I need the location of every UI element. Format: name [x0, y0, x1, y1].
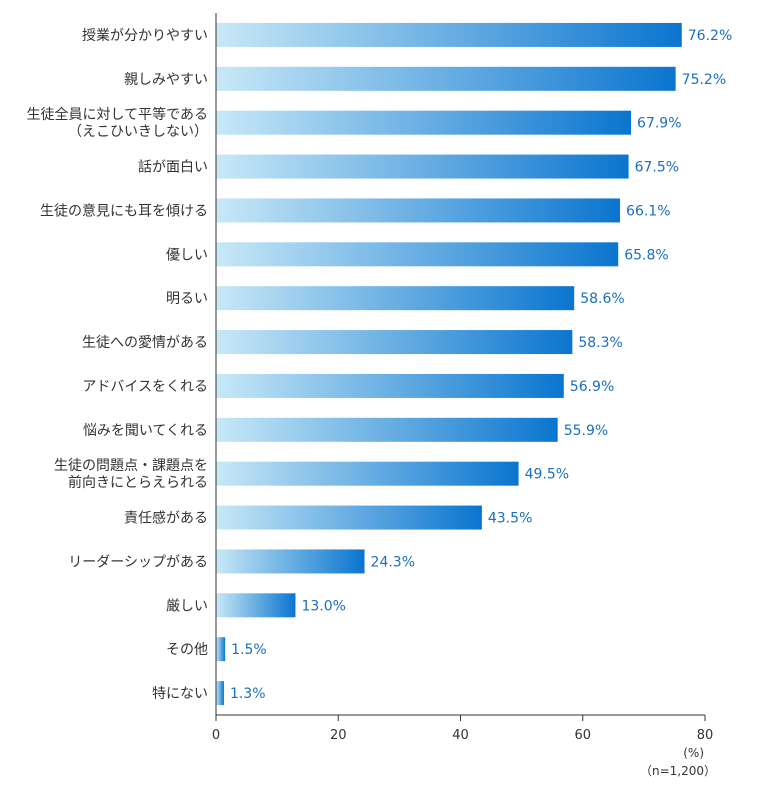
- bar: [216, 22, 682, 47]
- bar: [216, 417, 558, 442]
- category-label: 厳しい: [166, 598, 208, 614]
- category-label: 優しい: [166, 247, 208, 263]
- value-label: 65.8%: [624, 247, 668, 263]
- value-label: 1.3%: [230, 686, 266, 702]
- x-tick-label: 60: [574, 728, 591, 743]
- sample-size-label: （n=1,200）: [640, 764, 716, 778]
- category-label: 話が面白い: [138, 159, 208, 176]
- category-label: その他: [166, 642, 208, 658]
- category-label: 生徒への愛情がある: [82, 335, 208, 351]
- value-label: 67.9%: [637, 116, 681, 132]
- category-label: 生徒全員に対して平等である: [27, 106, 208, 123]
- category-label: 明るい: [166, 291, 208, 307]
- value-label: 13.0%: [301, 598, 345, 614]
- value-label: 56.9%: [570, 379, 614, 395]
- value-label: 55.9%: [564, 423, 608, 439]
- value-label: 75.2%: [682, 72, 726, 88]
- category-label: 親しみやすい: [124, 72, 208, 88]
- value-label: 49.5%: [525, 467, 569, 483]
- bar: [216, 110, 632, 135]
- bar: [216, 461, 519, 486]
- x-tick-label: 20: [330, 728, 347, 743]
- category-label: 生徒の問題点・課題点を: [54, 458, 208, 474]
- category-label: 責任感がある: [124, 510, 208, 527]
- value-label: 43.5%: [488, 511, 532, 527]
- x-tick-label: 0: [212, 728, 220, 743]
- value-label: 24.3%: [371, 554, 415, 570]
- category-label: リーダーシップがある: [68, 554, 208, 570]
- value-label: 67.5%: [635, 160, 679, 176]
- x-tick-label: 80: [697, 728, 714, 743]
- value-label: 58.3%: [578, 335, 622, 351]
- bar: [216, 681, 224, 706]
- bar: [216, 286, 575, 311]
- x-tick-label: 40: [452, 728, 469, 743]
- value-label: 66.1%: [626, 203, 670, 219]
- category-label: 生徒の意見にも耳を傾ける: [40, 202, 208, 219]
- category-label: 前向きにとらえられる: [68, 474, 208, 491]
- category-label: アドバイスをくれる: [82, 379, 208, 395]
- category-label: 授業が分かりやすい: [82, 28, 208, 44]
- bar: [216, 154, 629, 179]
- bar: [216, 549, 365, 574]
- bar: [216, 198, 621, 223]
- value-label: 76.2%: [688, 28, 732, 44]
- bar: [216, 505, 482, 530]
- category-label: 特にない: [152, 686, 208, 702]
- value-label: 58.6%: [580, 291, 624, 307]
- bar: [216, 373, 564, 398]
- bar: [216, 593, 296, 618]
- bar: [216, 637, 226, 662]
- category-label: 悩みを聞いてくれる: [83, 423, 208, 439]
- category-label: （えこひいきしない）: [68, 124, 208, 140]
- bar: [216, 330, 573, 355]
- unit-label: (%): [683, 746, 704, 760]
- bar: [216, 242, 619, 267]
- value-label: 1.5%: [231, 642, 267, 658]
- bar: [216, 66, 676, 91]
